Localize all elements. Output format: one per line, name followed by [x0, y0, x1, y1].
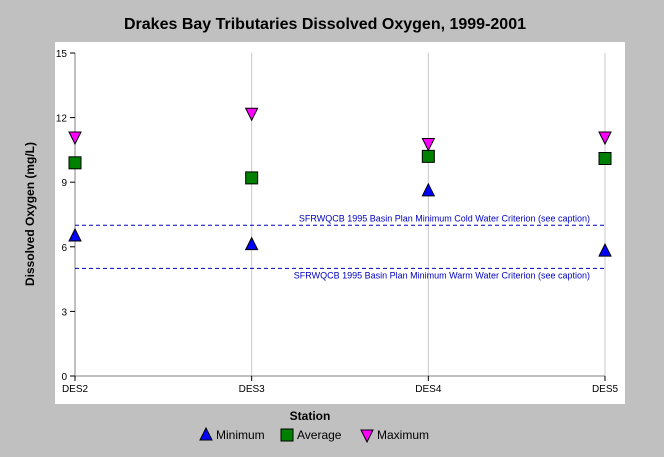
point-maximum: [244, 107, 259, 122]
y-tick-label: 3: [61, 307, 67, 318]
reference-lines: SFRWQCB 1995 Basin Plan Minimum Cold Wat…: [75, 213, 605, 280]
point-maximum: [68, 131, 82, 146]
reference-line-label: SFRWQCB 1995 Basin Plan Minimum Cold Wat…: [299, 213, 590, 223]
point-maximum: [598, 131, 612, 146]
y-tick-label: 9: [61, 178, 67, 189]
point-average: [68, 156, 82, 170]
x-tick-label: DES3: [239, 384, 266, 395]
point-maximum: [421, 137, 436, 152]
point-average: [245, 171, 259, 185]
point-minimum: [421, 182, 436, 197]
y-tick-label: 0: [61, 372, 67, 383]
point-average: [598, 152, 612, 166]
legend-marker-average: [280, 428, 294, 442]
legend-marker-maximum: [360, 429, 374, 444]
point-minimum: [244, 236, 259, 251]
x-tick-label: DES2: [62, 384, 89, 395]
y-tick-label: 12: [56, 114, 68, 125]
y-tick-label: 6: [61, 243, 67, 254]
y-tick-label: 15: [56, 49, 68, 60]
x-axis-label: Station: [290, 409, 331, 423]
reference-line-label: SFRWQCB 1995 Basin Plan Minimum Warm Wat…: [294, 270, 590, 280]
legend-label-average: Average: [297, 428, 342, 442]
data-markers: [68, 107, 612, 257]
axes: 0 3 6 9 12 15 DES2 DES3 DES4 DES5: [56, 49, 619, 395]
chart-title: Drakes Bay Tributaries Dissolved Oxygen,…: [124, 16, 526, 33]
legend-label-maximum: Maximum: [377, 428, 429, 442]
x-tick-label: DES5: [592, 384, 619, 395]
legend: Minimum Average Maximum: [199, 426, 429, 444]
plot-background: [55, 42, 625, 404]
point-minimum: [598, 242, 612, 257]
grid: [251, 53, 606, 376]
y-axis-label: Dissolved Oxygen (mg/L): [23, 142, 37, 286]
x-tick-label: DES4: [415, 384, 442, 395]
point-minimum: [68, 227, 82, 242]
legend-label-minimum: Minimum: [216, 428, 265, 442]
point-average: [421, 149, 435, 163]
legend-marker-minimum: [199, 426, 213, 441]
